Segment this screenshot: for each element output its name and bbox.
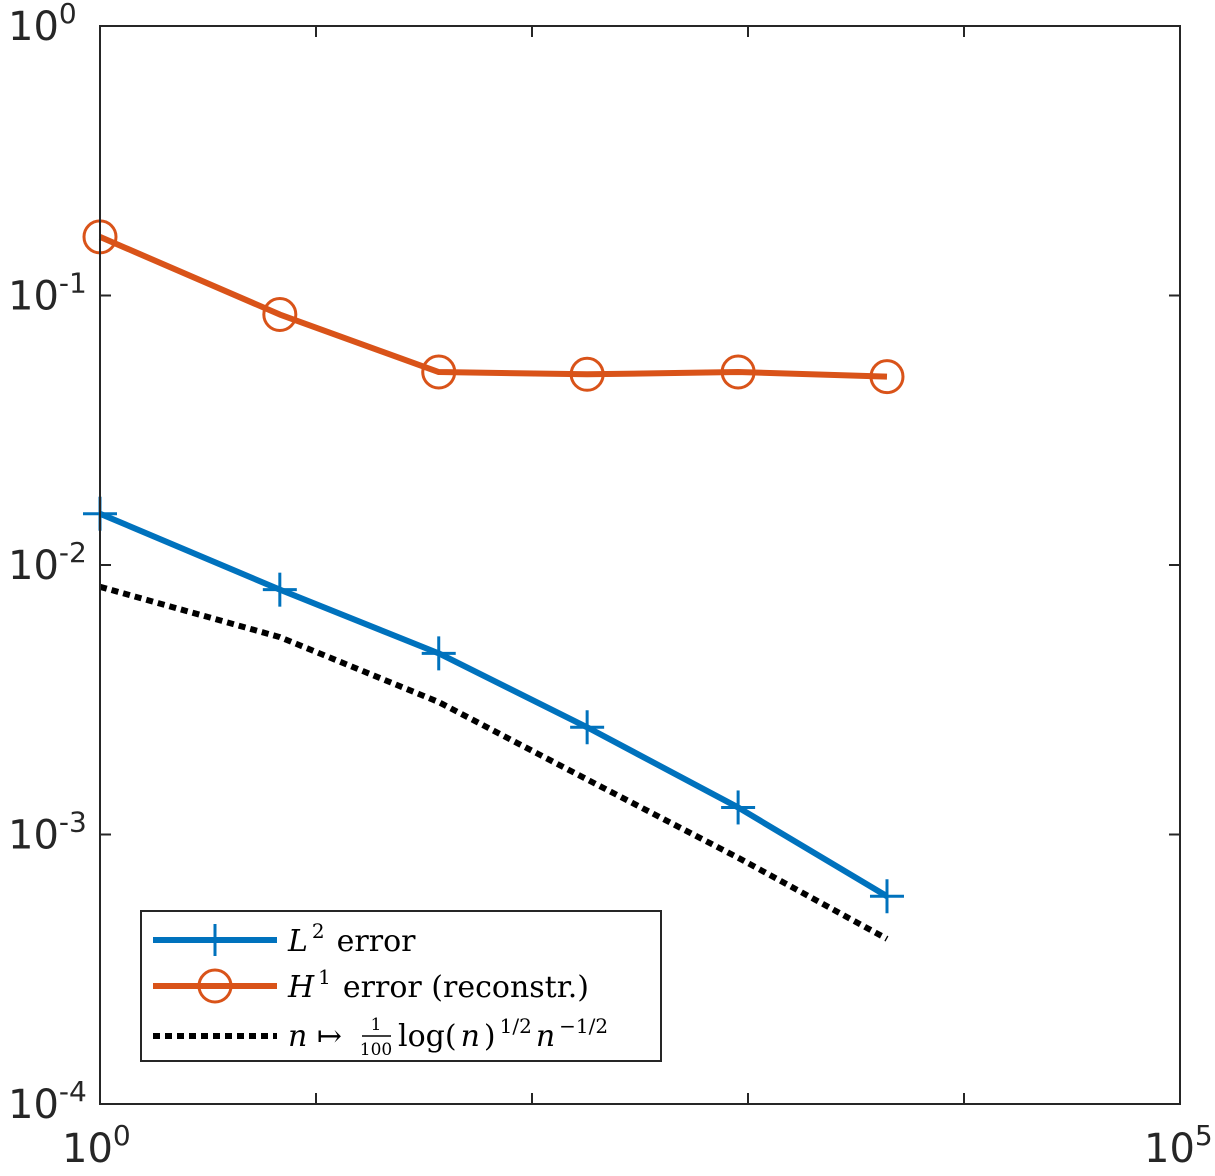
legend-ref-frac-den: 100 <box>360 1040 392 1060</box>
legend-ref-var2: n <box>536 1019 555 1054</box>
y-tick-label-base: 10 <box>8 4 59 50</box>
y-tick-label-base: 10 <box>8 1082 59 1128</box>
svg-text:n ↦: n ↦ <box>288 1019 342 1054</box>
data-point-plus <box>869 879 904 914</box>
legend: L 2 error H 1 error (reconstr.) n ↦ 1 10… <box>140 910 662 1062</box>
series-line-1 <box>98 234 888 380</box>
y-tick-label: 10-4 <box>8 1075 87 1128</box>
y-tick-label: 100 <box>8 0 77 50</box>
legend-ref-frac-num: 1 <box>371 1015 382 1035</box>
legend-ref-prefix: n ↦ <box>288 1019 342 1054</box>
data-point-plus <box>570 710 605 745</box>
data-point-plus <box>421 636 456 671</box>
data-point-circle <box>421 354 457 390</box>
data-point-plus <box>262 572 297 607</box>
legend-l2-sup: 2 <box>312 919 325 943</box>
legend-h1-math: H <box>287 970 315 1005</box>
series-line-2 <box>99 583 889 942</box>
legend-ref-var: n <box>461 1019 480 1054</box>
legend-ref-close: ) <box>484 1019 496 1054</box>
axes-box <box>99 25 1181 1105</box>
series-line-0 <box>98 510 889 899</box>
x-tick-label: 105 <box>1144 1119 1213 1172</box>
series-layer <box>82 219 905 942</box>
y-tick-label-exp: -3 <box>59 806 87 839</box>
data-point-circle <box>720 354 756 390</box>
legend-ref-log: log( <box>398 1019 457 1054</box>
svg-text:log( n ) 1/2: log( n ) 1/2 n −1/2 <box>398 1014 608 1054</box>
x-tick-label-base: 10 <box>1144 1126 1195 1172</box>
x-tick-label-exp: 0 <box>113 1119 131 1152</box>
y-tick-label: 10-1 <box>8 267 87 320</box>
y-tick-label-base: 10 <box>8 813 59 859</box>
data-point-circle <box>869 359 905 395</box>
legend-h1-text: error (reconstr.) <box>343 970 589 1005</box>
y-tick-label-exp: -4 <box>59 1075 87 1108</box>
y-tick-label: 10-2 <box>8 536 87 589</box>
legend-l2-text: error <box>337 924 416 959</box>
x-tick-label-exp: 5 <box>1195 1119 1213 1152</box>
y-tick-label-exp: -1 <box>59 267 87 300</box>
x-tick-label: 100 <box>62 1119 131 1172</box>
y-tick-label-base: 10 <box>8 274 59 320</box>
y-tick-label: 10-3 <box>8 806 87 859</box>
data-point-circle <box>262 297 298 333</box>
svg-text:L 2 error: L 2 error <box>287 919 416 959</box>
legend-ref-sup1: 1/2 <box>500 1014 532 1038</box>
legend-marker-l2 <box>199 924 231 956</box>
data-point-plus <box>721 790 756 825</box>
svg-text:H 1 error (reconst: H 1 error (reconstr.) <box>287 965 589 1005</box>
y-tick-label-base: 10 <box>8 543 59 589</box>
data-point-circle <box>569 356 605 392</box>
x-tick-label-base: 10 <box>62 1126 113 1172</box>
legend-ref-sup2: −1/2 <box>559 1014 608 1038</box>
legend-marker-h1 <box>197 968 233 1004</box>
y-tick-label-exp: 0 <box>59 0 77 30</box>
legend-l2-math: L <box>287 924 308 959</box>
legend-h1-sup: 1 <box>318 965 331 989</box>
y-tick-label-exp: -2 <box>59 536 87 569</box>
